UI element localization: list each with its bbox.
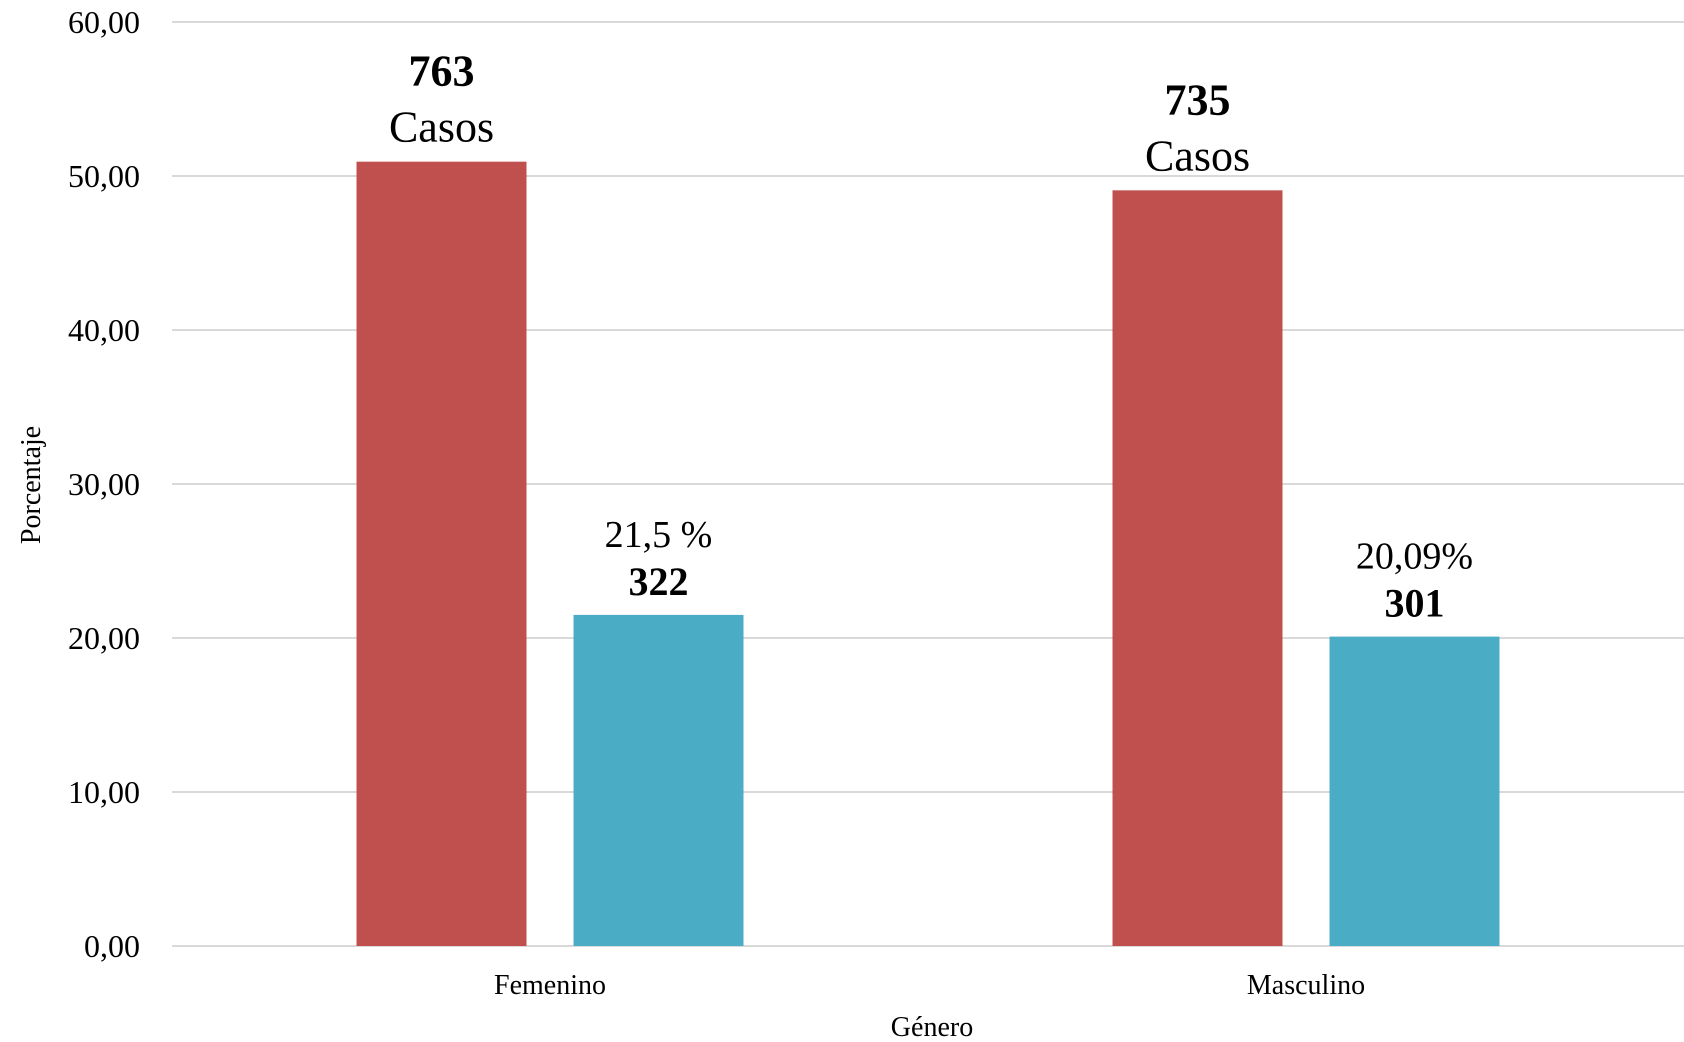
y-tick-label: 30,00 bbox=[68, 466, 140, 502]
data-label: Casos bbox=[1145, 131, 1250, 180]
data-label: 322 bbox=[629, 559, 689, 604]
x-category-label: Femenino bbox=[494, 970, 606, 1001]
data-label: 301 bbox=[1385, 581, 1445, 626]
data-label: 763 bbox=[409, 47, 475, 96]
y-tick-label: 50,00 bbox=[68, 158, 140, 194]
bar-masculino-series-2 bbox=[1330, 637, 1500, 946]
x-category-label: Masculino bbox=[1247, 970, 1365, 1001]
data-label: 21,5 % bbox=[605, 514, 713, 556]
y-axis-ticks: 0,00 10,00 20,00 30,00 40,00 50,00 60,00 bbox=[68, 4, 140, 964]
data-label: Casos bbox=[389, 103, 494, 152]
y-tick-label: 60,00 bbox=[68, 4, 140, 40]
x-axis-title: Género bbox=[891, 1012, 973, 1042]
data-label: 735 bbox=[1165, 75, 1231, 124]
bar-masculino-series-1 bbox=[1113, 190, 1283, 946]
y-axis-title: Porcentaje bbox=[16, 426, 47, 544]
data-label: 20,09% bbox=[1356, 536, 1473, 578]
bars bbox=[357, 162, 1500, 946]
bar-femenino-series-1 bbox=[357, 162, 527, 946]
y-tick-label: 10,00 bbox=[68, 774, 140, 810]
bar-femenino-series-2 bbox=[574, 615, 744, 946]
y-tick-label: 40,00 bbox=[68, 312, 140, 348]
y-tick-label: 20,00 bbox=[68, 620, 140, 656]
x-axis-categories: Femenino Masculino bbox=[494, 970, 1365, 1001]
y-tick-label: 0,00 bbox=[84, 928, 140, 964]
